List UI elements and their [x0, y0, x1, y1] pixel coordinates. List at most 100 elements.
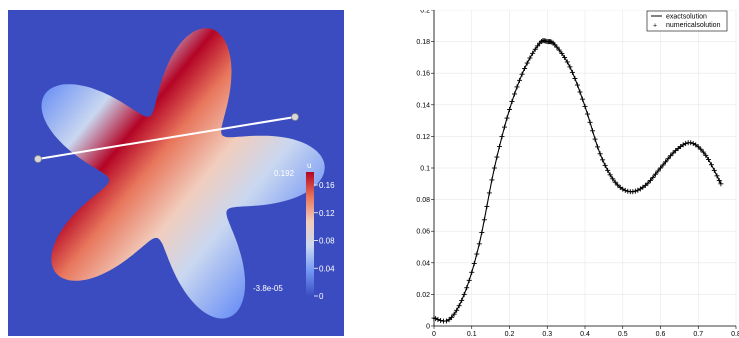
x-tick-label: 0 [432, 331, 436, 338]
data-point-marker [504, 115, 510, 121]
data-point-marker [600, 157, 606, 163]
data-point-marker [622, 187, 628, 193]
data-point-marker [668, 153, 674, 159]
data-point-marker [446, 317, 452, 323]
data-point-marker [459, 297, 465, 303]
field-render: u 0.192 -3.8e-05 0.16 0.12 0.08 0.04 0 [34, 28, 335, 319]
y-tick-label: 0.2 [420, 10, 430, 15]
data-point-marker [642, 182, 648, 188]
data-point-marker [714, 173, 720, 179]
colorbar-tick-label: 0.04 [319, 264, 335, 273]
colorbar-tick-label: 0.16 [319, 181, 335, 190]
data-point-marker [587, 119, 593, 125]
data-point-marker [499, 134, 505, 140]
data-point-marker [640, 184, 646, 190]
y-tick-label: 0.08 [416, 197, 430, 204]
visualization-view[interactable]: u 0.192 -3.8e-05 0.16 0.12 0.08 0.04 0 [8, 10, 344, 336]
data-point-marker [711, 167, 717, 173]
data-point-marker [479, 229, 485, 235]
colorbar: u 0.192 -3.8e-05 0.16 0.12 0.08 0.04 0 [253, 161, 335, 301]
data-point-marker [632, 188, 638, 194]
colorbar-title: u [307, 161, 311, 170]
data-point-marker [579, 96, 585, 102]
x-tick-label: 0.6 [656, 331, 666, 338]
colorbar-gradient [306, 172, 314, 296]
plot-legend: exactsolution + numericalsolution [646, 10, 728, 32]
y-tick-label: 0.04 [416, 260, 430, 267]
data-point-marker [522, 65, 528, 71]
probe-line[interactable] [37, 116, 296, 160]
data-point-marker [519, 71, 525, 77]
data-point-marker [469, 269, 475, 275]
data-point-marker [708, 162, 714, 168]
data-point-marker [512, 91, 518, 97]
data-point-marker [678, 144, 684, 150]
data-point-marker [675, 146, 681, 152]
probe-start-handle[interactable] [34, 155, 42, 163]
data-point-marker [597, 151, 603, 157]
data-point-marker [592, 136, 598, 142]
data-point-marker [665, 156, 671, 162]
probe-end-handle[interactable] [291, 113, 299, 121]
data-point-marker [590, 128, 596, 134]
data-point-marker [652, 171, 658, 177]
x-tick-label: 0.5 [618, 331, 628, 338]
data-point-marker [660, 162, 666, 168]
data-point-marker [532, 46, 538, 52]
x-tick-label: 0.8 [731, 331, 739, 338]
data-point-marker [670, 150, 676, 156]
data-point-marker [527, 55, 533, 61]
data-point-marker [683, 140, 689, 146]
legend-label-numerical: numericalsolution [666, 22, 721, 29]
data-point-marker [535, 43, 541, 49]
data-point-marker [464, 285, 470, 291]
data-point-marker [433, 316, 439, 322]
plot-axes: 0 0.1 0.2 0.3 0.4 0.5 0.6 0.7 0.8 0 0.02 0.04 0.06 0.… [416, 10, 739, 338]
data-point-marker [454, 307, 460, 313]
data-point-marker [645, 180, 651, 186]
data-point-marker [650, 174, 656, 180]
data-point-marker [690, 140, 696, 146]
data-point-marker [605, 167, 611, 173]
data-point-marker [501, 124, 507, 130]
x-tick-label: 0.4 [580, 331, 590, 338]
data-point-marker [637, 186, 643, 192]
data-point-marker [585, 111, 591, 117]
data-point-marker [443, 318, 449, 324]
data-point-marker [607, 172, 613, 178]
data-point-marker [461, 291, 467, 297]
data-point-marker [718, 181, 724, 187]
data-point-marker [602, 162, 608, 168]
legend-box [646, 10, 728, 32]
y-tick-label: 0.16 [416, 71, 430, 78]
data-point-marker [612, 179, 618, 185]
legend-label-exact: exactsolution [666, 14, 707, 21]
colorbar-tick-label: 0 [319, 292, 324, 301]
data-point-marker [509, 99, 515, 105]
data-point-marker [530, 50, 536, 56]
data-point-marker [567, 64, 573, 70]
data-point-marker [663, 159, 669, 165]
data-point-marker [489, 177, 495, 183]
data-point-marker [635, 187, 641, 193]
data-point-marker [569, 69, 575, 75]
plot-grid [433, 10, 737, 327]
data-point-marker [647, 177, 653, 183]
data-point-marker [705, 157, 711, 163]
data-point-marker [449, 314, 455, 320]
y-tick-label: 0.06 [416, 229, 430, 236]
y-tick-label: 0.18 [416, 39, 430, 46]
data-point-marker [438, 317, 444, 323]
data-point-marker [716, 178, 722, 184]
data-point-marker [595, 144, 601, 150]
data-point-marker [617, 184, 623, 190]
colorbar-tick-label: 0.12 [319, 209, 335, 218]
data-point-marker [610, 176, 616, 182]
line-plot-view[interactable]: 0 0.1 0.2 0.3 0.4 0.5 0.6 0.7 0.8 0 0.02 0.04 0.06 0.… [404, 10, 739, 338]
y-tick-label: 0.02 [416, 292, 430, 299]
data-point-marker [693, 142, 699, 148]
data-point-marker [507, 107, 512, 113]
data-point-marker [562, 55, 568, 61]
data-point-marker [673, 148, 679, 154]
data-point-marker [680, 142, 686, 148]
